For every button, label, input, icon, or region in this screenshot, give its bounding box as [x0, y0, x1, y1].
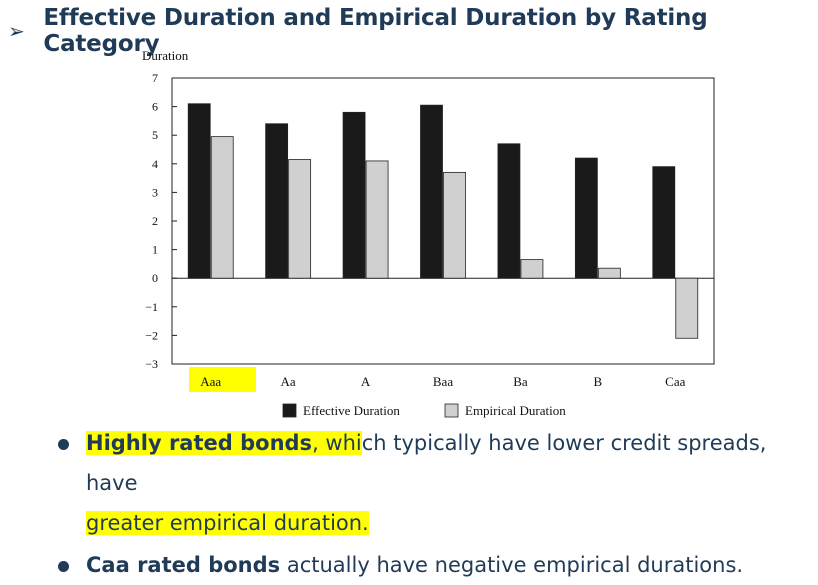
arrow-bullet-icon: ➢ [8, 19, 25, 43]
bar-effective-duration-ba [497, 143, 521, 279]
x-category-label: Aa [281, 374, 296, 389]
bullet-2-bold: Caa rated bonds [86, 553, 281, 577]
plot-area [171, 77, 715, 365]
y-tick-label: 3 [152, 185, 158, 199]
y-tick-label: −3 [145, 357, 158, 371]
y-tick-label: 4 [152, 157, 158, 171]
highlight-marker [189, 367, 256, 392]
bullet-2-text: actually have negative empirical duratio… [280, 553, 744, 577]
x-category-label: Ba [513, 374, 528, 389]
bar-empirical-duration-baa [443, 171, 466, 279]
y-tick-label: −1 [145, 300, 158, 314]
x-category-label: Caa [665, 374, 685, 389]
bullet-list: Highly rated bonds, which typically have… [58, 423, 810, 585]
y-axis-label: Duration [142, 48, 189, 63]
bar-effective-duration-a [342, 111, 366, 279]
legend-label: Empirical Duration [465, 403, 566, 418]
x-category-label: Baa [433, 374, 453, 389]
bullet-1-bold: Highly rated bonds [86, 431, 313, 455]
bar-effective-duration-aaa [187, 103, 211, 279]
bar-empirical-duration-aa [288, 159, 312, 279]
bar-empirical-duration-a [365, 160, 389, 279]
y-tick-label: 7 [152, 71, 158, 85]
y-tick-label: 0 [152, 271, 158, 285]
bullet-1-line2: greater empirical duration. [86, 511, 369, 535]
y-tick-label: 6 [152, 100, 158, 114]
bullet-1-highlight: , whi [312, 431, 362, 455]
bar-empirical-duration-caa [675, 277, 699, 339]
legend-swatch [444, 403, 459, 418]
bar-empirical-duration-aaa [210, 136, 234, 279]
bullet-item-2: Caa rated bonds actually have negative e… [58, 545, 810, 585]
bullet-item-1: Highly rated bonds, which typically have… [58, 423, 810, 543]
bar-effective-duration-caa [652, 166, 676, 279]
y-tick-label: 5 [152, 128, 158, 142]
slide-title: Effective Duration and Empirical Duratio… [43, 5, 708, 57]
x-category-label: Aaa [200, 374, 221, 389]
bullet-1-text: ch typically have lower credit spreads, … [86, 431, 767, 495]
bullet-dot-icon [58, 439, 69, 450]
legend-label: Effective Duration [303, 403, 400, 418]
bullet-dot-icon [58, 561, 69, 572]
legend-swatch [282, 403, 297, 418]
y-tick-label: −2 [145, 328, 158, 342]
bar-effective-duration-baa [420, 104, 443, 279]
bar-empirical-duration-b [597, 267, 621, 279]
slide-heading: ➢ Effective Duration and Empirical Durat… [8, 5, 818, 57]
y-tick-label: 1 [152, 243, 158, 257]
bar-effective-duration-b [574, 157, 598, 279]
x-category-label: B [594, 374, 603, 389]
bar-empirical-duration-ba [520, 259, 544, 279]
y-tick-label: 2 [152, 214, 158, 228]
bar-effective-duration-aa [265, 123, 289, 279]
x-category-label: A [361, 374, 371, 389]
